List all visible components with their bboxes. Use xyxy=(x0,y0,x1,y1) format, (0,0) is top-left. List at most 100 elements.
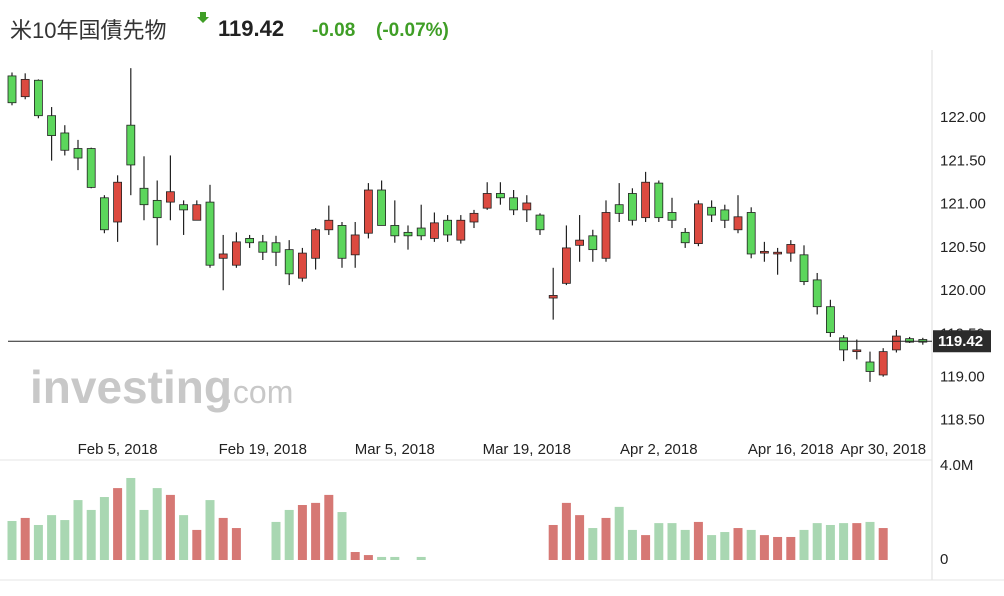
last-price-label: 119.42 xyxy=(938,333,983,350)
volume-bar xyxy=(60,520,70,560)
candle-body xyxy=(47,115,56,136)
volume-bar xyxy=(152,488,162,560)
candle-body xyxy=(905,338,914,343)
candle-body xyxy=(443,219,453,236)
volume-bar xyxy=(311,502,321,560)
chart-title: 米10年国債先物 xyxy=(10,18,166,43)
candle-body xyxy=(469,212,479,223)
volume-bar xyxy=(680,529,690,560)
volume-bar xyxy=(865,521,875,560)
candle-body xyxy=(562,247,571,284)
volume-bar xyxy=(73,500,83,560)
candle-body xyxy=(337,225,347,259)
candle-body xyxy=(192,204,202,221)
candle-body xyxy=(60,132,70,151)
volume-bar xyxy=(324,494,334,560)
candle-body xyxy=(416,227,426,237)
candle-body xyxy=(403,231,413,237)
volume-bar xyxy=(416,556,426,560)
candle-body xyxy=(773,251,782,255)
candle-body xyxy=(892,335,901,351)
candle-body xyxy=(839,337,848,351)
volume-bar xyxy=(627,529,637,560)
volume-bar xyxy=(20,517,30,560)
volume-bar xyxy=(33,524,43,560)
candle-body xyxy=(429,222,439,239)
candle-body xyxy=(258,241,268,253)
volume-bar xyxy=(733,528,743,560)
y-tick-label: 118.50 xyxy=(940,412,985,429)
candle-body xyxy=(165,191,175,203)
candle-body xyxy=(812,279,822,308)
volume-bar xyxy=(825,524,835,560)
volume-bar xyxy=(165,494,175,560)
candle-body xyxy=(707,206,716,216)
candle-body xyxy=(628,193,637,221)
x-tick-label: Mar 5, 2018 xyxy=(355,441,435,458)
candle-body xyxy=(680,231,690,244)
candle-body xyxy=(456,219,466,241)
candle-body xyxy=(231,241,241,266)
volume-bar xyxy=(218,517,228,560)
volume-bar xyxy=(548,524,558,560)
candle-body xyxy=(482,193,492,209)
volume-bar xyxy=(377,556,387,560)
volume-tick-label: 4.0M xyxy=(940,457,973,474)
volume-bar xyxy=(654,523,664,560)
volume-bar xyxy=(707,535,717,560)
volume-bar xyxy=(297,505,307,560)
candle-body xyxy=(654,182,664,219)
candle-body xyxy=(297,252,307,279)
volume-bar xyxy=(614,506,624,560)
x-tick-label: Apr 30, 2018 xyxy=(840,441,926,458)
y-tick-label: 119.00 xyxy=(940,369,985,386)
volume-bar xyxy=(337,512,347,560)
candle-body xyxy=(601,212,611,259)
volume-bar xyxy=(271,521,281,560)
volume-bar xyxy=(693,521,703,560)
candle-body xyxy=(667,212,677,221)
volume-bar xyxy=(575,515,585,560)
x-tick-label: Apr 16, 2018 xyxy=(748,441,834,458)
candle-body xyxy=(495,193,505,199)
x-tick-label: Apr 2, 2018 xyxy=(620,441,698,458)
candle-body xyxy=(139,187,149,206)
candle-body xyxy=(179,204,189,211)
volume-bar xyxy=(7,520,17,560)
candle-body xyxy=(548,295,558,299)
volume-bar xyxy=(284,509,294,560)
candle-body xyxy=(324,219,334,231)
volume-bar xyxy=(390,556,400,560)
volume-bar xyxy=(812,523,822,560)
candle-body xyxy=(826,306,835,334)
volume-bar xyxy=(878,528,888,560)
volume-bar xyxy=(786,536,796,560)
volume-bar xyxy=(746,529,756,560)
candle-body xyxy=(694,203,703,244)
y-tick-label: 120.50 xyxy=(940,239,986,256)
candle-body xyxy=(126,124,136,166)
volume-bar xyxy=(641,535,651,560)
y-tick-label: 122.00 xyxy=(940,109,986,126)
candle-body xyxy=(390,225,400,237)
volume-bar xyxy=(773,536,783,560)
volume-tick-label: 0 xyxy=(940,551,948,568)
x-tick-label: Mar 19, 2018 xyxy=(483,441,571,458)
candle-body xyxy=(377,189,387,226)
volume-bar xyxy=(799,529,809,560)
volume-bar xyxy=(99,497,109,560)
volume-bar xyxy=(192,529,202,560)
volume-bar xyxy=(113,488,123,560)
y-tick-label: 121.00 xyxy=(940,196,986,213)
candle-body xyxy=(100,197,109,231)
candle-body xyxy=(614,204,624,214)
volume-bar xyxy=(179,515,189,560)
candle-body xyxy=(284,249,294,275)
candle-body xyxy=(733,216,743,231)
candle-body xyxy=(245,238,255,244)
candle-body xyxy=(152,199,162,219)
candle-body xyxy=(575,239,584,246)
candle-body xyxy=(865,361,875,372)
